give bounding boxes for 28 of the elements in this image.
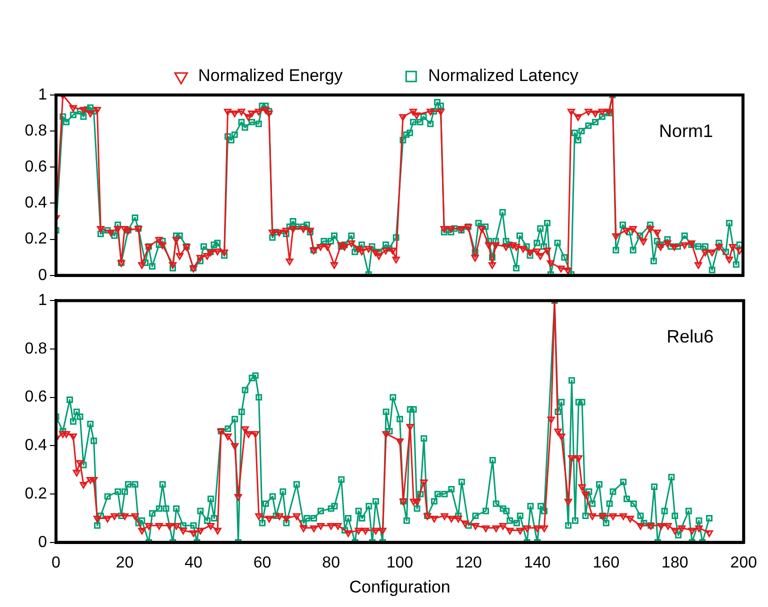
x-tick-label: 20: [116, 554, 134, 572]
x-tick-label: 120: [455, 554, 482, 572]
y-tick-label: 0: [38, 266, 48, 284]
x-axis-title: Configuration: [349, 577, 450, 596]
y-tick-label: 0.4: [24, 437, 48, 454]
y-tick-label: 0: [38, 534, 48, 551]
y-tick-label: 0.4: [24, 194, 48, 212]
x-tick-label: 40: [184, 554, 203, 572]
x-tick-label: 0: [52, 554, 61, 572]
y-tick-label: 0.2: [24, 230, 48, 248]
x-tick-label: 200: [730, 554, 758, 572]
legend-label: Normalized Latency: [428, 66, 579, 86]
y-tick-label: 0.6: [24, 158, 48, 176]
y-tick-label: 1: [38, 292, 48, 310]
x-tick-label: 100: [386, 554, 414, 572]
y-tick-label: 1: [38, 86, 48, 104]
annotation: Relu6: [666, 326, 714, 347]
annotation: Norm1: [658, 120, 713, 141]
y-tick-label: 0.8: [24, 122, 48, 140]
y-tick-label: 0.2: [24, 485, 48, 502]
legend-label: Normalized Energy: [198, 66, 344, 86]
x-tick-label: 140: [524, 554, 551, 572]
x-tick-label: 60: [253, 554, 272, 572]
x-tick-label: 80: [322, 554, 340, 572]
y-tick-label: 0.6: [24, 388, 48, 406]
x-tick-label: 160: [592, 554, 620, 572]
y-tick-label: 0.8: [24, 340, 48, 358]
x-tick-label: 180: [662, 554, 688, 572]
